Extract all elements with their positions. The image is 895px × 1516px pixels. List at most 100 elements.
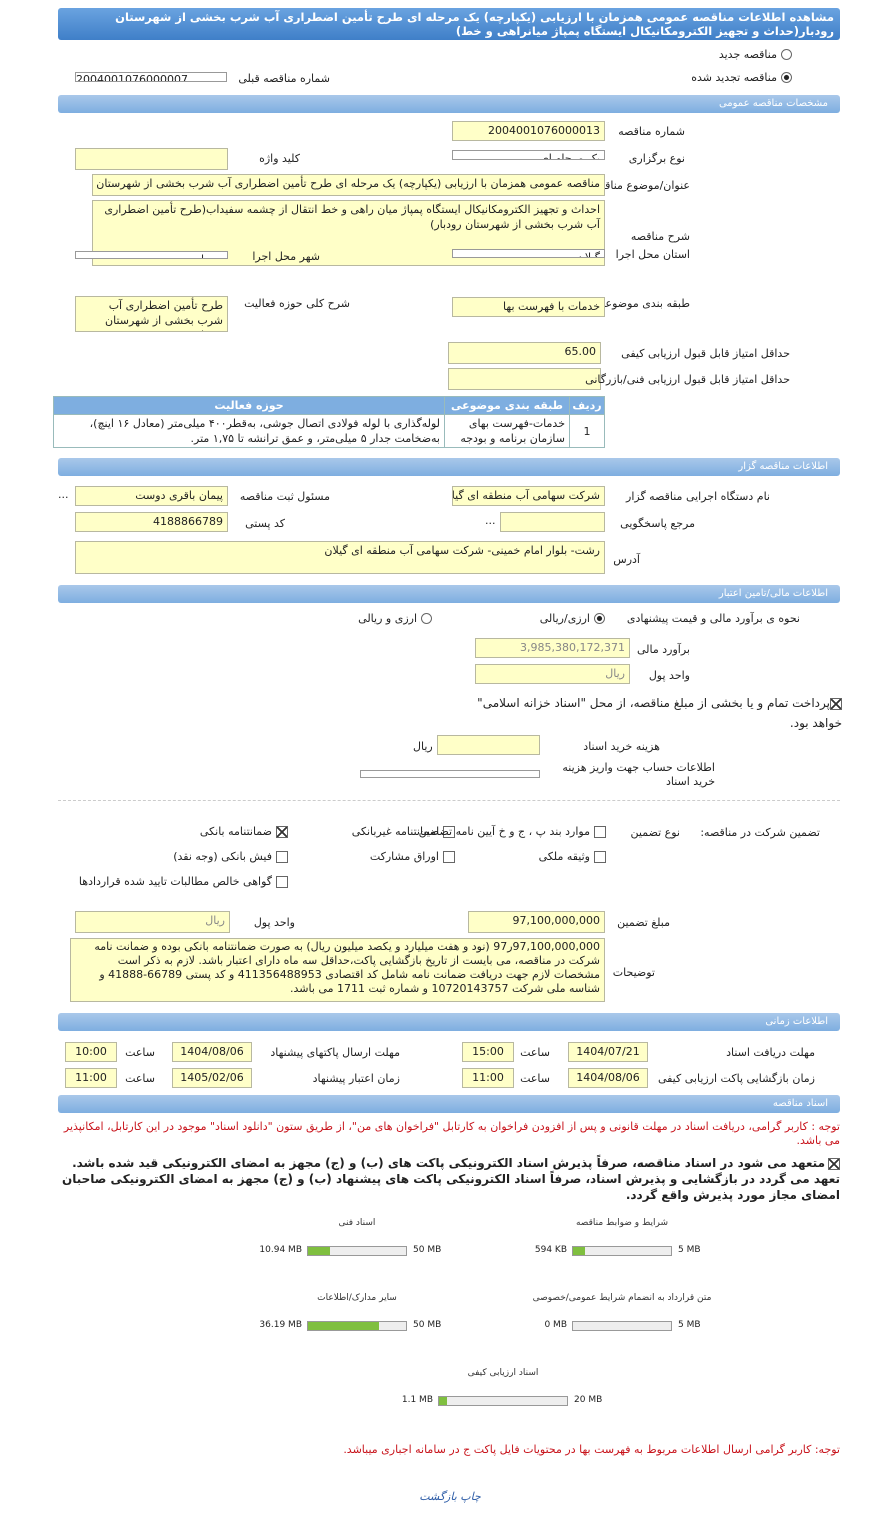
radio[interactable] bbox=[781, 49, 792, 60]
time-value: 11:00 bbox=[462, 1068, 514, 1088]
checkbox[interactable] bbox=[830, 697, 842, 710]
field-label: شهر محل اجرا bbox=[252, 250, 320, 263]
section-header: اسناد مناقصه bbox=[58, 1095, 840, 1113]
activity-table: ردیف طبقه بندی موضوعی حوزه فعالیت 1 خدمات-ف… bbox=[53, 396, 605, 448]
checkbox-option[interactable]: گواهی خالص مطالبات تایید شده قراردادها bbox=[79, 875, 288, 888]
field-value: 97,100,000,000 bbox=[468, 911, 605, 933]
field-value: رشت- بلوار امام خمینی- شرکت سهامی آب منط… bbox=[75, 541, 605, 574]
field-label: هزینه خرید اسناد bbox=[583, 740, 660, 753]
field-value: 3,985,380,172,371 bbox=[475, 638, 630, 658]
checkbox[interactable] bbox=[443, 850, 455, 863]
date-value: 1404/08/06 bbox=[172, 1042, 252, 1062]
checkbox-option[interactable]: فیش بانکی (وجه نقد) bbox=[173, 850, 288, 863]
field-value: 2004001076000013 bbox=[452, 121, 605, 141]
field-label: مبلغ تضمین bbox=[617, 916, 670, 929]
file-used: 10.94 MB bbox=[259, 1245, 302, 1255]
field-value: 2004001076000007 bbox=[75, 72, 227, 82]
footer: چاپ بازگشت bbox=[415, 1490, 485, 1503]
progress-track bbox=[572, 1321, 672, 1331]
progress-fill bbox=[308, 1322, 379, 1330]
checkbox-label: ضمانتنامه غیربانکی bbox=[351, 825, 439, 838]
radio-label: ارزی و ریالی bbox=[358, 612, 417, 625]
commitment-text: متعهد می شود در اسناد مناقصه، صرفاً پذیر… bbox=[61, 1156, 840, 1202]
progress-fill bbox=[439, 1397, 447, 1405]
field-label: نوع برگزاری bbox=[628, 152, 685, 165]
checkbox[interactable] bbox=[276, 875, 288, 888]
checkbox-option[interactable]: اوراق مشارکت bbox=[370, 850, 455, 863]
radio-option[interactable]: ارزی و ریالی bbox=[358, 612, 432, 625]
field-value: ریال bbox=[475, 664, 630, 684]
more-button[interactable]: ... bbox=[58, 488, 69, 501]
more-button[interactable]: ... bbox=[485, 514, 496, 527]
field-value: 4188866789 bbox=[75, 512, 228, 532]
file-item: شرایط و ضوابط مناقصه 594 KB 5 MB bbox=[502, 1218, 742, 1258]
file-max: 5 MB bbox=[678, 1245, 701, 1255]
file-max: 20 MB bbox=[574, 1395, 603, 1405]
dropdown[interactable]: -- bbox=[360, 770, 540, 778]
field-label: نام دستگاه اجرایی مناقصه گزار bbox=[626, 490, 770, 503]
field-value bbox=[437, 735, 540, 755]
checkbox-label: ضمانتنامه بانکی bbox=[199, 825, 272, 838]
back-link[interactable]: بازگشت bbox=[419, 1490, 457, 1503]
radio-label: مناقصه تجدید شده bbox=[691, 71, 777, 84]
file-item: سایر مدارک/اطلاعات 36.19 MB 50 MB bbox=[237, 1293, 477, 1333]
field-label: ساعت bbox=[125, 1072, 155, 1085]
dropdown[interactable]: رودبار bbox=[75, 251, 228, 259]
notice: توجه: کاربر گرامی ارسال اطلاعات مربوط به… bbox=[343, 1443, 840, 1456]
radio-option[interactable]: ارزی/ریالی bbox=[540, 612, 605, 625]
field-label: مرجع پاسخگویی bbox=[620, 517, 695, 530]
checkbox[interactable] bbox=[594, 850, 606, 863]
time-value: 11:00 bbox=[65, 1068, 117, 1088]
radio[interactable] bbox=[594, 613, 605, 624]
checkbox-label: فیش بانکی (وجه نقد) bbox=[173, 850, 272, 863]
radio[interactable] bbox=[781, 72, 792, 83]
field-label: کلید واژه bbox=[259, 152, 300, 165]
section-header: اطلاعات مناقصه گزار bbox=[58, 458, 840, 476]
field-label: نوع تضمین bbox=[630, 826, 680, 839]
table-row: 1 خدمات-فهرست بهای سازمان برنامه و بودجه ل… bbox=[53, 414, 605, 448]
field-label: برآورد مالی bbox=[637, 643, 690, 656]
radio[interactable] bbox=[421, 613, 432, 624]
checkbox[interactable] bbox=[443, 825, 455, 838]
field-label: شماره مناقصه قبلی bbox=[238, 72, 330, 85]
checkbox-option[interactable]: پرداخت تمام و یا بخشی از مبلغ مناقصه، از… bbox=[457, 693, 842, 733]
field-value: خدمات با فهرست بها bbox=[452, 297, 605, 317]
field-label: حداقل امتیاز قابل قبول ارزیابی کیفی bbox=[621, 347, 790, 360]
date-value: 1404/07/21 bbox=[568, 1042, 648, 1062]
field-label: ساعت bbox=[520, 1046, 550, 1059]
commitment: متعهد می شود در اسناد مناقصه، صرفاً پذیر… bbox=[55, 1155, 840, 1203]
checkbox[interactable] bbox=[594, 825, 606, 838]
field-label: شرح مناقصه bbox=[630, 230, 690, 243]
dropdown[interactable]: گیلان bbox=[452, 249, 605, 258]
file-used: 1.1 MB bbox=[401, 1395, 433, 1405]
file-item: متن قرارداد به انضمام شرایط عمومی/خصوصی 0… bbox=[502, 1293, 742, 1333]
time-value: 10:00 bbox=[65, 1042, 117, 1062]
field-value bbox=[500, 512, 605, 532]
field-label: شرح کلی حوزه فعالیت bbox=[244, 297, 350, 310]
checkbox-option[interactable]: ضمانتنامه غیربانکی bbox=[352, 825, 455, 838]
checkbox-option[interactable]: وثیقه ملکی bbox=[539, 850, 606, 863]
field-label: واحد پول bbox=[648, 669, 690, 682]
table-header: ردیف طبقه بندی موضوعی حوزه فعالیت bbox=[53, 396, 605, 415]
checkbox-option[interactable]: ضمانتنامه بانکی bbox=[200, 825, 288, 838]
checkbox[interactable] bbox=[276, 825, 288, 838]
section-header: مشخصات مناقصه عمومی bbox=[58, 95, 840, 113]
field-label: زمان بازگشایی پاکت ارزیابی کیفی bbox=[657, 1072, 815, 1085]
file-name: متن قرارداد به انضمام شرایط عمومی/خصوصی bbox=[532, 1293, 712, 1303]
checkbox bbox=[828, 1157, 840, 1170]
separator bbox=[58, 800, 840, 801]
print-link[interactable]: چاپ bbox=[460, 1490, 481, 1503]
field-label: توضیحات bbox=[612, 966, 655, 979]
radio-option[interactable]: مناقصه تجدید شده bbox=[691, 71, 792, 84]
radio-option[interactable]: مناقصه جدید bbox=[719, 48, 792, 61]
checkbox-label: پرداخت تمام و یا بخشی از مبلغ مناقصه، از… bbox=[477, 696, 842, 730]
file-name: اسناد فنی bbox=[338, 1218, 376, 1228]
field-label: ساعت bbox=[125, 1046, 155, 1059]
checkbox-label: موارد بند پ ، ج و خ آیین نامه تضامین bbox=[418, 825, 590, 838]
checkbox-option[interactable]: موارد بند پ ، ج و خ آیین نامه تضامین bbox=[419, 825, 606, 838]
file-name: اسناد ارزیابی کیفی bbox=[467, 1368, 539, 1378]
dropdown[interactable]: یک مرحله ای bbox=[452, 150, 605, 160]
page-title: مشاهده اطلاعات مناقصه عمومی همزمان با ار… bbox=[58, 8, 840, 40]
field-label: نحوه ی برآورد مالی و قیمت پیشنهادی bbox=[626, 612, 800, 625]
checkbox[interactable] bbox=[276, 850, 288, 863]
